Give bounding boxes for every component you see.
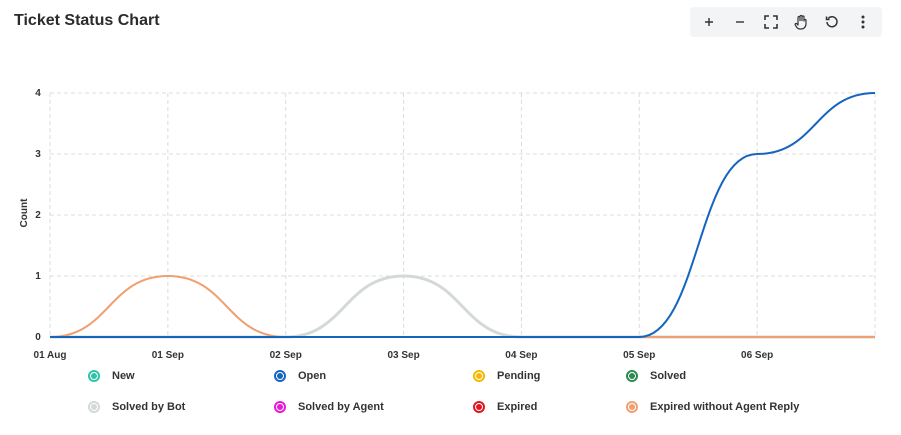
legend-label: Expired: [497, 401, 538, 413]
x-tick-label: 02 Sep: [270, 350, 302, 361]
grid-lines: [49, 92, 876, 338]
legend-item-solved-by-bot[interactable]: Solved by Bot: [88, 401, 185, 413]
legend-marker-icon: [274, 401, 286, 413]
y-tick-label: 0: [35, 332, 41, 343]
plus-icon: [705, 18, 714, 26]
reset-zoom-button[interactable]: [819, 9, 845, 35]
x-tick-label: 05 Sep: [623, 350, 655, 361]
legend-item-open[interactable]: Open: [274, 370, 326, 382]
x-tick-label: 01 Aug: [34, 350, 67, 361]
zoom-out-button[interactable]: [727, 9, 753, 35]
y-tick-label: 1: [35, 271, 41, 282]
legend-label: Pending: [497, 370, 541, 382]
legend-label: Solved by Agent: [298, 401, 384, 413]
x-tick-label: 04 Sep: [505, 350, 537, 361]
y-tick-label: 4: [35, 88, 41, 99]
legend-item-expired[interactable]: Expired: [473, 401, 537, 413]
legend-item-expired-without-agent-reply[interactable]: Expired without Agent Reply: [626, 401, 799, 413]
legend-item-new[interactable]: New: [88, 370, 135, 382]
legend-item-solved-by-agent[interactable]: Solved by Agent: [274, 401, 384, 413]
minus-icon: [735, 21, 744, 23]
reset-icon: [825, 16, 838, 28]
menu-button[interactable]: [850, 9, 876, 35]
legend-item-pending[interactable]: Pending: [473, 370, 540, 382]
more-vertical-icon: [861, 15, 865, 29]
x-tick-label: 06 Sep: [741, 350, 773, 361]
chart-toolbar: [690, 7, 882, 37]
legend-marker-icon: [274, 370, 286, 382]
legend-marker-icon: [88, 370, 100, 382]
y-tick-label: 3: [35, 149, 41, 160]
legend-marker-icon: [88, 401, 100, 413]
selection-zoom-button[interactable]: [758, 9, 784, 35]
legend-marker-icon: [473, 370, 485, 382]
legend-label: Solved by Bot: [112, 401, 186, 413]
legend-label: Expired without Agent Reply: [650, 401, 800, 413]
legend-marker-icon: [626, 401, 638, 413]
series-lines: [49, 92, 876, 339]
legend-marker-icon: [473, 401, 485, 413]
x-tick-label: 01 Sep: [152, 350, 184, 361]
y-tick-label: 2: [35, 210, 41, 221]
zoom-in-button[interactable]: [696, 9, 722, 35]
y-axis: 0 1 2 3 4: [35, 88, 41, 343]
chart-title: Ticket Status Chart: [14, 12, 160, 29]
series-line-solved-by-bot[interactable]: [49, 274, 875, 339]
legend-label: New: [112, 370, 135, 382]
line-chart: 0 1 2 3 4 01 Aug 01 Sep 02 Sep 03 Sep 04 Sep 05 S…: [19, 88, 876, 361]
legend-item-solved[interactable]: Solved: [626, 370, 686, 382]
x-tick-label: 03 Sep: [387, 350, 419, 361]
x-axis: 01 Aug 01 Sep 02 Sep 03 Sep 04 Sep 05 Sep 06 S…: [34, 336, 875, 361]
expand-corners-icon: [763, 15, 778, 29]
series-line-open[interactable]: [49, 92, 876, 339]
hand-icon: [794, 14, 807, 30]
legend-marker-icon: [626, 370, 638, 382]
legend-label: Solved: [650, 370, 687, 382]
pan-button[interactable]: [788, 9, 814, 35]
legend-label: Open: [298, 370, 327, 382]
y-axis-label: Count: [19, 198, 30, 228]
